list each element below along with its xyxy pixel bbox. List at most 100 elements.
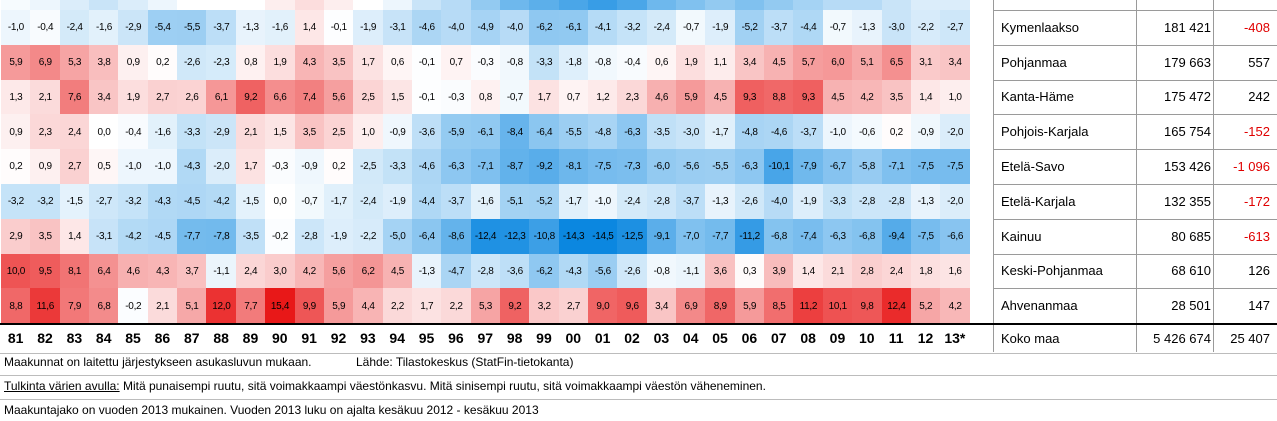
clipped-cell [734,0,765,10]
heatmap-cell: -2,8 [852,184,882,220]
heatmap-cell: 5,2 [910,288,941,324]
heatmap-cell: -7,5 [588,149,618,185]
region-population: 68 610 [1171,263,1211,279]
heatmap-cell: 5,9 [734,288,765,324]
heatmap-cell: -0,7 [499,79,530,115]
heatmap-cell: 7,7 [235,288,266,324]
heatmap-cell: 1,7 [235,149,266,185]
heatmap-cell: -9,1 [646,218,677,255]
heatmap-cell: 3,6 [705,253,736,289]
year-label: 87 [183,330,200,347]
region-name: Etelä-Savo [1001,159,1065,175]
heatmap-cell: -2,6 [734,184,765,220]
footnote-source-text: Lähde: Tilastokeskus (StatFin-tietokanta… [356,355,574,369]
year-label: 94 [389,330,405,347]
heatmap-cell: 0,8 [470,79,501,115]
heatmap-cell: 4,3 [294,44,325,81]
region-change: 557 [1248,54,1270,70]
heatmap-cell: 1,1 [705,44,736,81]
clipped-cell [558,0,589,10]
heatmap-cell: 0,0 [89,114,119,150]
heatmap-cell: -1,7 [323,184,354,220]
heatmap-cell: -7,5 [910,218,941,255]
heatmap-cell: -2,0 [206,149,237,185]
heatmap-cell: 2,9 [1,218,31,255]
year-label: 06 [741,330,758,347]
heatmap-cell: 5,7 [793,44,824,81]
heatmap-cell: -1,6 [147,114,178,150]
heatmap-cell: -5,5 [705,149,736,185]
heatmap-cell: 8,9 [705,288,736,324]
heatmap-cell: -7,3 [617,149,648,185]
clipped-cell [294,0,325,10]
region-name: Pohjois-Karjala [1001,124,1089,140]
footnote-interpretation: Tulkinta värien avulla: Mitä punaisempi … [4,379,766,393]
region-population: 80 685 [1171,228,1211,244]
region-change: 126 [1248,263,1270,279]
heatmap-cell: 3,1 [910,44,941,81]
heatmap-cell: 3,5 [294,114,325,150]
heatmap-cell: -0,3 [470,44,501,81]
heatmap-cell: 5,1 [852,44,882,81]
heatmap-cell: 1,5 [265,114,295,150]
divider-line [0,353,1277,355]
heatmap-cell: -7,1 [881,149,912,185]
heatmap-cell: 6,8 [89,288,119,324]
heatmap-cell: -7,1 [470,149,501,185]
heatmap-cell: -0,9 [382,114,413,150]
heatmap-cell: 5,3 [59,44,90,81]
heatmap-cell: -3,1 [89,218,119,255]
heatmap-cell: -2,8 [294,218,325,255]
heatmap-cell: 6,9 [676,288,706,324]
heatmap-cell: -7,0 [676,218,706,255]
row-divider [993,149,1277,151]
heatmap-cell: -6,6 [940,218,971,255]
heatmap-cell: 1,0 [353,114,384,150]
heatmap-cell: 5,9 [676,79,706,115]
heatmap-cell: -0,4 [617,44,648,81]
footnote-source: Lähde: Tilastokeskus (StatFin-tietokanta… [356,355,573,369]
heatmap-cell: -3,5 [235,218,266,255]
heatmap-cell: -5,1 [499,184,530,220]
footnote-order-text: Maakunnat on laitettu järjestykseen asuk… [4,355,312,369]
region-name: Kainuu [1001,228,1042,244]
heatmap-cell: -4,1 [588,10,618,46]
heatmap-cell: -4,7 [441,253,472,289]
heatmap-cell: -3,7 [793,114,824,150]
heatmap-cell: -10,8 [529,218,560,255]
heatmap-cell: 6,1 [206,79,237,115]
heatmap-cell: 1,6 [940,253,971,289]
year-label: 96 [448,330,464,347]
region-change: -613 [1243,228,1270,244]
heatmap-cell: 4,5 [822,79,853,115]
region-name: Keski-Pohjanmaa [1001,263,1103,279]
clipped-cell [30,0,61,10]
region-population: 181 421 [1164,19,1211,35]
heatmap-cell: -3,2 [617,10,648,46]
clipped-cell [177,0,207,10]
heatmap-cell: -6,8 [852,218,882,255]
clipped-cell [411,0,442,10]
heatmap-cell: -4,6 [411,149,442,185]
heatmap-cell: 0,6 [382,44,413,81]
clipped-top-row [1,0,971,10]
heatmap-cell: 3,9 [764,253,794,289]
heatmap-cell: 15,4 [265,288,295,324]
heatmap-cell: -5,6 [588,253,618,289]
heatmap-cell: -5,5 [177,10,207,46]
heatmap-cell: -0,7 [822,10,853,46]
heatmap-cell: -0,4 [30,10,61,46]
heatmap-cell: 9,2 [499,288,530,324]
heatmap-cell: 5,1 [177,288,207,324]
heatmap-cell: 1,5 [382,79,413,115]
heatmap-cell: 7,9 [59,288,90,324]
heatmap-cell: -4,6 [411,10,442,46]
heatmap-cell: -4,8 [588,114,618,150]
interpretation-label: Tulkinta värien avulla: [4,379,120,393]
region-change: -1 096 [1233,159,1270,175]
heatmap-cell: -0,1 [411,44,442,81]
heatmap-cell: 0,2 [1,149,31,185]
clipped-cell [705,0,736,10]
heatmap-cell: -6,7 [822,149,853,185]
heatmap-cell: 2,7 [147,79,178,115]
